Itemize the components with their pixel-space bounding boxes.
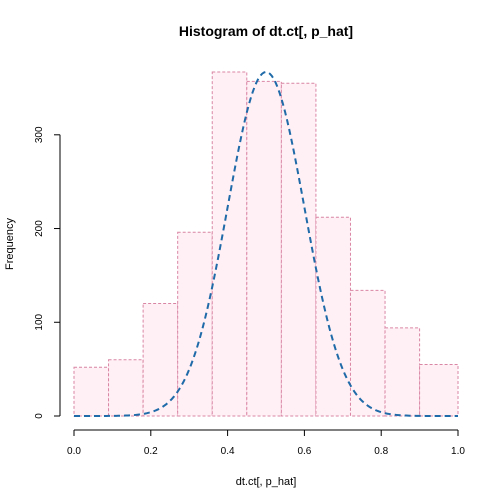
curve-group bbox=[74, 70, 458, 417]
x-tick-label-1: 0.2 bbox=[144, 446, 158, 457]
histogram-bar-4 bbox=[211, 71, 248, 417]
y-axis: 0 100 200 300 bbox=[34, 126, 61, 419]
histogram-bar-6 bbox=[280, 82, 317, 417]
y-axis-label: Frequency bbox=[4, 218, 16, 270]
histogram-bar-5 bbox=[246, 80, 282, 417]
histogram-bar-10 bbox=[419, 363, 459, 417]
x-tick-label-4: 0.8 bbox=[374, 446, 388, 457]
chart-title: Histogram of dt.ct[, p_hat] bbox=[179, 23, 353, 39]
histogram-bar-0 bbox=[73, 366, 110, 417]
x-tick-label-2: 0.4 bbox=[221, 446, 235, 457]
histogram-bar-7 bbox=[315, 216, 351, 417]
density-curve bbox=[74, 70, 458, 417]
y-tick-label-1: 100 bbox=[34, 313, 45, 330]
y-tick-label-3: 300 bbox=[34, 126, 45, 143]
x-axis: 0.0 0.2 0.4 0.6 0.8 1.0 bbox=[67, 429, 465, 457]
histogram-bar-8 bbox=[349, 289, 386, 417]
x-tick-label-5: 1.0 bbox=[451, 446, 465, 457]
histogram-bar-9 bbox=[384, 327, 421, 417]
histogram-bar-3 bbox=[177, 231, 213, 417]
bars-group bbox=[73, 71, 459, 417]
x-tick-label-3: 0.6 bbox=[297, 446, 311, 457]
x-axis-label: dt.ct[, p_hat] bbox=[236, 476, 297, 488]
x-tick-label-0: 0.0 bbox=[67, 446, 81, 457]
y-tick-label-2: 200 bbox=[34, 220, 45, 237]
histogram-bar-1 bbox=[108, 359, 144, 417]
y-tick-label-0: 0 bbox=[34, 413, 45, 419]
histogram-bar-2 bbox=[142, 303, 179, 417]
